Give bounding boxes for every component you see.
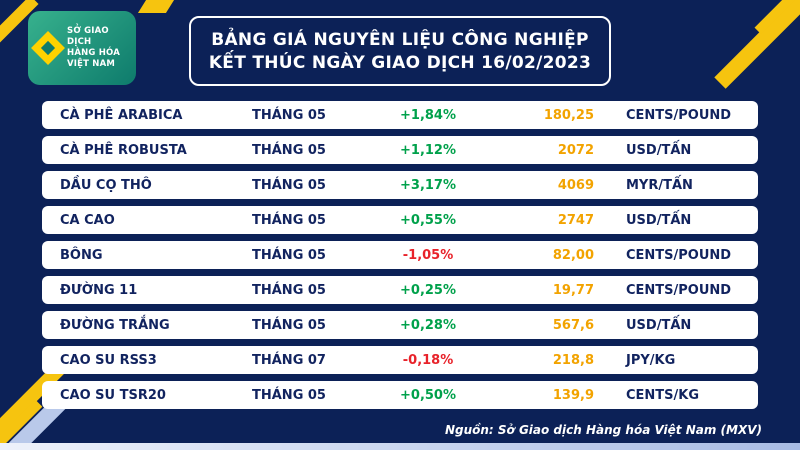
diamond-icon bbox=[31, 31, 65, 65]
table-row: CA CAO THÁNG 05 +0,55% 2747 USD/TẤN bbox=[42, 206, 758, 234]
price-unit: CENTS/KG bbox=[626, 387, 700, 403]
commodity-name: CÀ PHÊ ROBUSTA bbox=[60, 142, 187, 158]
contract-month: THÁNG 05 bbox=[252, 282, 326, 298]
percent-change: -1,05% bbox=[402, 247, 454, 263]
table-row: ĐƯỜNG TRẮNG THÁNG 05 +0,28% 567,6 USD/TẤ… bbox=[42, 311, 758, 339]
diamond-icon-inner bbox=[40, 40, 56, 56]
percent-change: -0,18% bbox=[402, 352, 454, 368]
logo-line3: VIỆT NAM bbox=[67, 59, 116, 70]
page-subtitle: KẾT THÚC NGÀY GIAO DỊCH 16/02/2023 bbox=[208, 52, 592, 73]
price-value: 82,00 bbox=[552, 247, 594, 263]
table-row: BÔNG THÁNG 05 -1,05% 82,00 CENTS/POUND bbox=[42, 241, 758, 269]
percent-change: +0,55% bbox=[400, 212, 456, 228]
price-unit: MYR/TẤN bbox=[626, 177, 693, 193]
table-row: ĐƯỜNG 11 THÁNG 05 +0,25% 19,77 CENTS/POU… bbox=[42, 276, 758, 304]
percent-change: +1,84% bbox=[400, 107, 456, 123]
percent-change: +1,12% bbox=[400, 142, 456, 158]
contract-month: THÁNG 05 bbox=[252, 177, 326, 193]
commodity-name: CA CAO bbox=[60, 212, 115, 228]
commodity-name: CAO SU RSS3 bbox=[60, 352, 157, 368]
price-unit: USD/TẤN bbox=[626, 142, 692, 158]
price-value: 218,8 bbox=[552, 352, 594, 368]
price-value: 2072 bbox=[557, 142, 594, 158]
price-unit: CENTS/POUND bbox=[626, 282, 732, 298]
logo-line1: SỞ GIAO DỊCH bbox=[67, 25, 109, 47]
contract-month: THÁNG 07 bbox=[252, 352, 326, 368]
price-table: CÀ PHÊ ARABICA THÁNG 05 +1,84% 180,25 CE… bbox=[42, 101, 758, 409]
percent-change: +0,50% bbox=[400, 387, 456, 403]
price-value: 139,9 bbox=[552, 387, 594, 403]
contract-month: THÁNG 05 bbox=[252, 387, 326, 403]
table-row: CÀ PHÊ ROBUSTA THÁNG 05 +1,12% 2072 USD/… bbox=[42, 136, 758, 164]
price-unit: USD/TẤN bbox=[626, 212, 692, 228]
source-note: Nguồn: Sở Giao dịch Hàng hóa Việt Nam (M… bbox=[444, 423, 762, 437]
table-row: DẦU CỌ THÔ THÁNG 05 +3,17% 4069 MYR/TẤN bbox=[42, 171, 758, 199]
title-box: BẢNG GIÁ NGUYÊN LIỆU CÔNG NGHIỆP KẾT THÚ… bbox=[189, 16, 611, 86]
decorative-stripe-top-right bbox=[714, 0, 800, 89]
price-value: 180,25 bbox=[543, 107, 594, 123]
contract-month: THÁNG 05 bbox=[252, 247, 326, 263]
table-row: CAO SU RSS3 THÁNG 07 -0,18% 218,8 JPY/KG bbox=[42, 346, 758, 374]
table-row: CÀ PHÊ ARABICA THÁNG 05 +1,84% 180,25 CE… bbox=[42, 101, 758, 129]
price-value: 567,6 bbox=[552, 317, 594, 333]
mxv-logo: SỞ GIAO DỊCH HÀNG HÓA VIỆT NAM bbox=[28, 11, 136, 85]
contract-month: THÁNG 05 bbox=[252, 142, 326, 158]
decorative-stripe-top-center bbox=[137, 0, 175, 13]
price-value: 2747 bbox=[557, 212, 594, 228]
price-unit: CENTS/POUND bbox=[626, 247, 732, 263]
price-unit: CENTS/POUND bbox=[626, 107, 732, 123]
table-row: CAO SU TSR20 THÁNG 05 +0,50% 139,9 CENTS… bbox=[42, 381, 758, 409]
percent-change: +3,17% bbox=[400, 177, 456, 193]
percent-change: +0,28% bbox=[400, 317, 456, 333]
contract-month: THÁNG 05 bbox=[252, 107, 326, 123]
percent-change: +0,25% bbox=[400, 282, 456, 298]
price-unit: JPY/KG bbox=[626, 352, 676, 368]
commodity-name: ĐƯỜNG 11 bbox=[60, 282, 138, 298]
logo-text: SỞ GIAO DỊCH HÀNG HÓA VIỆT NAM bbox=[67, 26, 128, 70]
contract-month: THÁNG 05 bbox=[252, 212, 326, 228]
logo-line2: HÀNG HÓA bbox=[67, 48, 121, 58]
price-unit: USD/TẤN bbox=[626, 317, 692, 333]
bottom-edge-strip bbox=[0, 443, 800, 450]
contract-month: THÁNG 05 bbox=[252, 317, 326, 333]
commodity-name: ĐƯỜNG TRẮNG bbox=[60, 317, 170, 333]
commodity-name: BÔNG bbox=[60, 247, 103, 263]
page-title: BẢNG GIÁ NGUYÊN LIỆU CÔNG NGHIỆP bbox=[211, 29, 589, 50]
price-value: 4069 bbox=[557, 177, 594, 193]
commodity-name: CÀ PHÊ ARABICA bbox=[60, 107, 183, 123]
commodity-name: DẦU CỌ THÔ bbox=[60, 177, 152, 193]
commodity-name: CAO SU TSR20 bbox=[60, 387, 166, 403]
price-value: 19,77 bbox=[552, 282, 594, 298]
